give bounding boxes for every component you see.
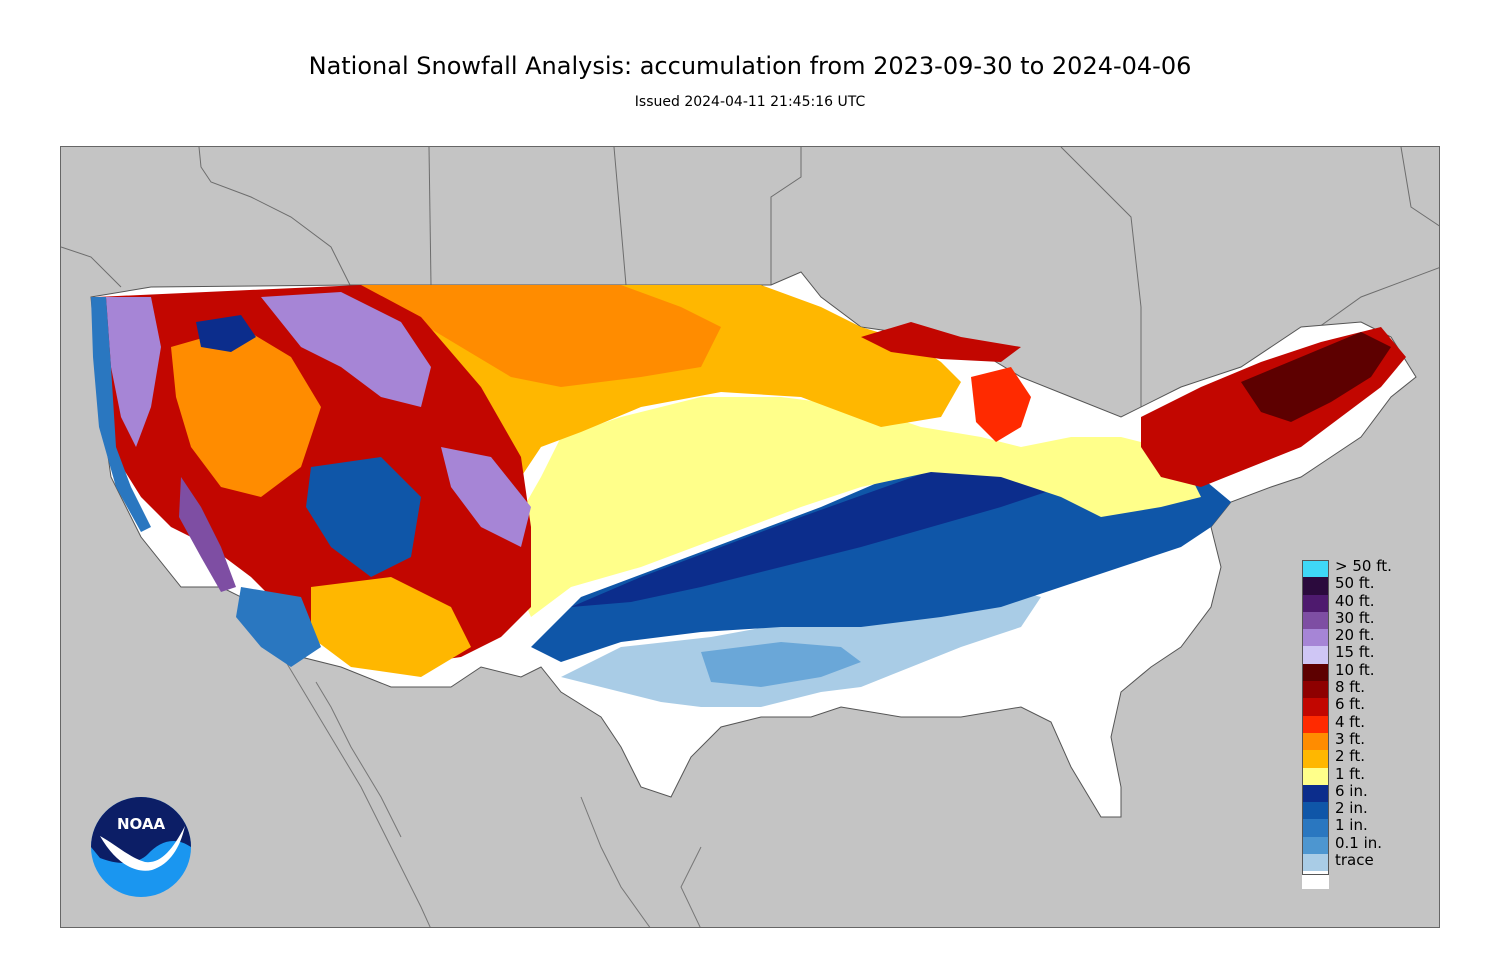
conus-snowfall-map-graphic (61, 147, 1439, 927)
zone-one-foot (501, 397, 1201, 617)
zone-snake-river-blue (196, 315, 256, 352)
legend-swatch (1302, 594, 1329, 612)
zone-cascade-purple (106, 297, 161, 447)
zone-great-basin-blue (306, 457, 421, 577)
legend-label: 4 ft. (1335, 712, 1365, 731)
zone-upper-michigan (861, 322, 1021, 362)
legend-swatch (1302, 611, 1329, 630)
legend-swatch (1302, 715, 1329, 733)
legend-label: 2 ft. (1335, 747, 1365, 766)
zone-west-purple-b (441, 447, 531, 547)
legend-swatch (1302, 732, 1329, 751)
legend-label: 20 ft. (1335, 626, 1375, 645)
legend-swatch (1302, 646, 1329, 664)
legend-swatch (1302, 802, 1329, 820)
zone-tenth-inch (701, 642, 861, 687)
zone-three-foot (361, 285, 721, 387)
legend-label: 0.1 in. (1335, 833, 1383, 852)
map-title: National Snowfall Analysis: accumulation… (308, 52, 1192, 80)
legend-swatch (1302, 629, 1329, 647)
zone-pacific-coast (91, 297, 151, 532)
zone-southwest-blue (236, 587, 321, 667)
legend-label: 30 ft. (1335, 608, 1375, 627)
zone-west-purple-a (261, 292, 431, 407)
legend-swatch (1302, 871, 1329, 889)
legend-label: 3 ft. (1335, 729, 1365, 748)
legend-label: 6 in. (1335, 781, 1368, 800)
zone-sierra-purple (179, 477, 236, 592)
legend-label: 6 ft. (1335, 695, 1365, 714)
zone-six-inch (571, 457, 1121, 607)
zone-inches (531, 447, 1231, 662)
legend-label: 1 ft. (1335, 764, 1365, 783)
legend-label: 15 ft. (1335, 643, 1375, 662)
legend-swatch (1302, 819, 1329, 837)
legend-swatch (1302, 767, 1329, 785)
legend-swatch (1302, 577, 1329, 595)
mexico-outline (285, 661, 702, 927)
snowfall-map[interactable] (60, 146, 1440, 928)
legend-swatch (1302, 750, 1329, 768)
legend-label: > 50 ft. (1335, 557, 1392, 575)
legend-swatch (1302, 560, 1329, 578)
legend-swatch (1302, 681, 1329, 699)
legend-swatch (1302, 784, 1329, 803)
legend-label: trace (1335, 851, 1374, 870)
legend-swatch (1302, 663, 1329, 682)
legend-label: 8 ft. (1335, 678, 1365, 697)
legend-label: 50 ft. (1335, 574, 1375, 593)
zone-northeast-maroon (1241, 332, 1391, 422)
legend-label: 1 in. (1335, 816, 1368, 835)
legend-swatch (1302, 698, 1329, 716)
legend-swatch (1302, 854, 1329, 872)
legend-label: 40 ft. (1335, 591, 1375, 610)
zone-lower-michigan (971, 367, 1031, 442)
legend-label: 10 ft. (1335, 660, 1375, 679)
zone-southwest-mixed (311, 577, 471, 677)
noaa-logo-text: NOAA (117, 815, 166, 833)
noaa-logo-icon: NOAA (91, 797, 191, 897)
issued-timestamp: Issued 2024-04-11 21:45:16 UTC (634, 94, 866, 110)
legend-swatch (1302, 836, 1329, 855)
zone-west-orange (171, 327, 321, 497)
legend-label: 2 in. (1335, 799, 1368, 818)
